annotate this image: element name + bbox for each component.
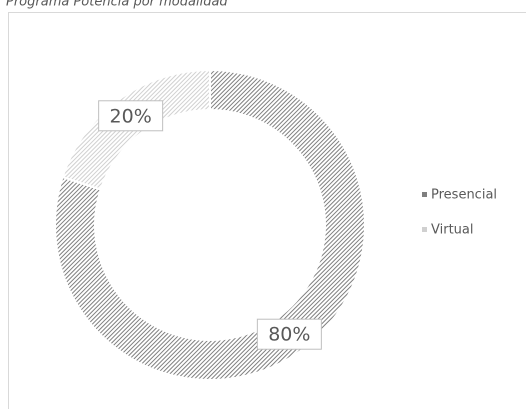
label-box [98,100,164,132]
legend-swatch [422,192,427,197]
data-label: 20% [110,105,152,127]
legend-swatch [422,227,427,232]
legend-label: Presencial [431,188,497,203]
chart-title: Programa Potencia por modalidad [6,0,228,10]
donut-segment [54,68,366,381]
data-label: 80% [268,324,310,346]
legend-label: Virtual [431,223,473,238]
chart-frame [8,12,526,409]
label-box [256,318,322,350]
